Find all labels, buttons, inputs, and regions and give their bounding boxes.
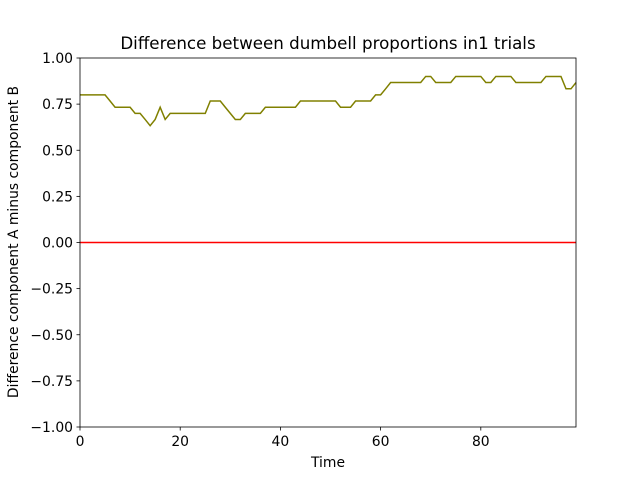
- y-tick-label: 0.75: [42, 97, 73, 113]
- x-tick-label: 80: [472, 434, 490, 450]
- y-tick-label: 0.00: [42, 236, 73, 252]
- y-tick-label: 0.50: [42, 143, 73, 159]
- x-tick-label: 20: [171, 434, 189, 450]
- y-tick-label: −0.75: [30, 374, 73, 390]
- y-tick-label: 1.00: [42, 51, 73, 67]
- chart-title: Difference between dumbell proportions i…: [120, 33, 535, 53]
- axes-frame: [79, 57, 577, 428]
- x-tick-label: 40: [272, 434, 290, 450]
- x-axis-label: Time: [310, 455, 345, 471]
- y-tick-label: −1.00: [30, 420, 73, 436]
- y-tick-label: −0.50: [30, 328, 73, 344]
- y-tick-label: 0.25: [42, 189, 73, 205]
- data-line: [80, 75, 577, 127]
- y-axis-label: Difference component A minus component B: [6, 86, 22, 398]
- y-tick-label: −0.25: [30, 282, 73, 298]
- x-tick-label: 0: [76, 434, 85, 450]
- x-tick-label: 60: [372, 434, 390, 450]
